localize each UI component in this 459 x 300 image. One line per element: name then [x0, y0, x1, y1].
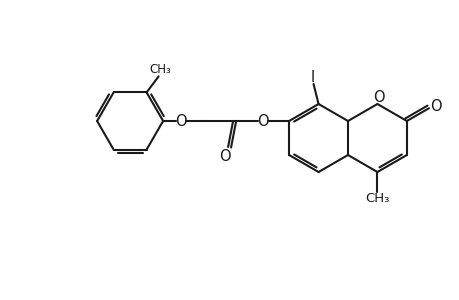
Text: CH₃: CH₃	[364, 193, 389, 206]
Text: O: O	[175, 113, 186, 128]
Text: CH₃: CH₃	[150, 63, 171, 76]
Text: O: O	[372, 89, 383, 104]
Text: O: O	[257, 113, 269, 128]
Text: O: O	[219, 148, 230, 164]
Text: I: I	[310, 70, 314, 85]
Text: O: O	[429, 99, 441, 114]
